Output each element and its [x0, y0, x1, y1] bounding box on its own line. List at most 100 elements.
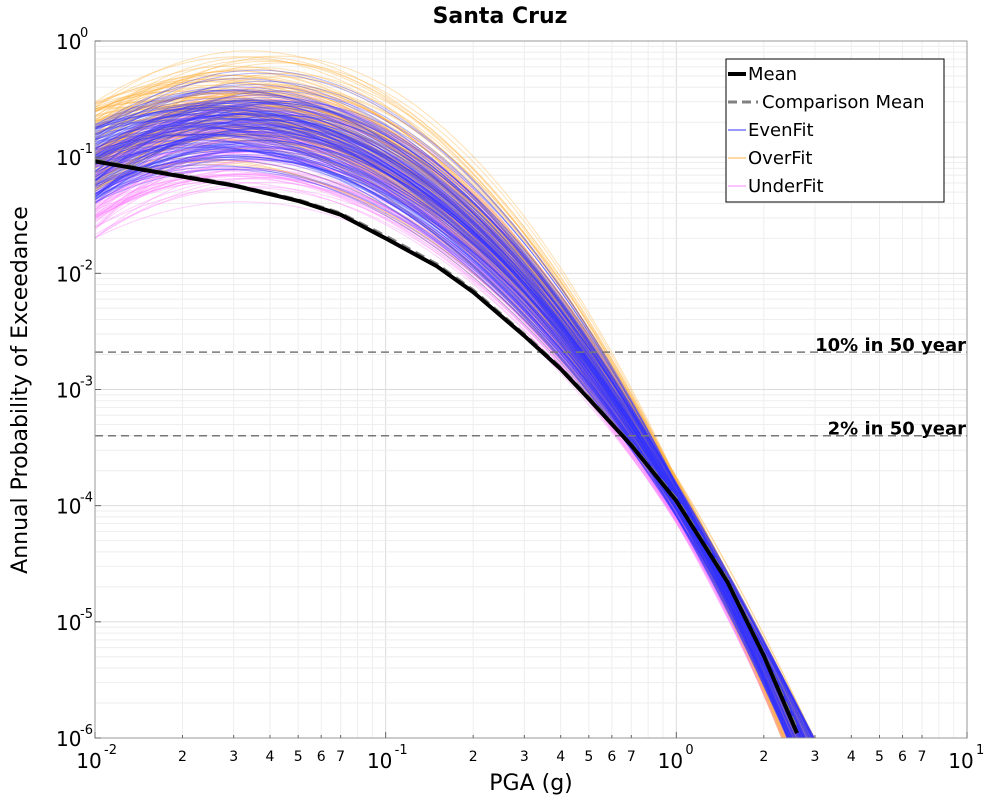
branch-curve-overfit: [95, 104, 804, 738]
branch-curve-evenfit: [95, 110, 796, 738]
branch-curve-evenfit: [95, 134, 815, 738]
branch-curve-evenfit: [95, 125, 807, 738]
branch-curve-overfit: [95, 93, 797, 738]
branch-curve-evenfit: [95, 130, 792, 738]
branch-curve-underfit: [95, 148, 793, 738]
branch-curve-overfit: [95, 101, 801, 738]
branch-curve-overfit: [95, 101, 803, 738]
branch-curve-evenfit: [95, 107, 810, 738]
branch-curve-underfit: [95, 160, 799, 738]
branch-curve-underfit: [95, 109, 790, 738]
branch-curve-overfit: [95, 76, 786, 738]
branch-curve-overfit: [95, 129, 815, 738]
branch-curve-overfit: [95, 100, 801, 738]
branch-curve-evenfit: [95, 115, 811, 738]
branch-curve-evenfit: [95, 110, 790, 738]
branch-curve-evenfit: [95, 150, 805, 738]
branch-curve-evenfit: [95, 89, 804, 738]
branch-curve-evenfit: [95, 144, 814, 738]
legend-label: OverFit: [748, 148, 812, 169]
y-tick-exponent: -6: [80, 723, 93, 738]
branch-curve-underfit: [95, 127, 795, 738]
branch-curve-underfit: [95, 163, 789, 738]
branch-curve-overfit: [95, 92, 792, 738]
branch-curve-evenfit: [95, 72, 791, 738]
branch-curve-underfit: [95, 135, 800, 738]
branch-curve-underfit: [95, 131, 794, 738]
x-minor-tick-label: 7: [918, 749, 927, 765]
branch-curve-evenfit: [95, 125, 814, 738]
branch-curve-evenfit: [95, 158, 811, 738]
branch-curve-evenfit: [95, 131, 798, 738]
branch-curve-evenfit: [95, 114, 791, 738]
x-minor-tick-label: 2: [759, 749, 768, 765]
branch-curve-evenfit: [95, 112, 796, 738]
branch-curve-evenfit: [95, 114, 806, 738]
branch-curve-overfit: [95, 163, 811, 738]
branch-curve-underfit: [95, 159, 788, 738]
branch-curve-evenfit: [95, 154, 815, 738]
branch-curve-evenfit: [95, 119, 805, 738]
branch-curve-underfit: [95, 125, 801, 738]
branch-curve-underfit: [95, 159, 794, 738]
branch-curve-evenfit: [95, 117, 805, 738]
branch-curve-underfit: [95, 181, 805, 738]
x-minor-tick-label: 4: [556, 749, 565, 765]
branch-curve-evenfit: [95, 117, 796, 738]
branch-curve-overfit: [95, 138, 805, 738]
branch-curve-overfit: [95, 99, 784, 738]
branch-curve-overfit: [95, 91, 792, 738]
reference-line-label: 10% in 50 year: [815, 335, 966, 356]
branch-curve-overfit: [95, 105, 803, 738]
branch-curve-overfit: [95, 87, 794, 738]
branch-curve-evenfit: [95, 158, 813, 738]
branch-curve-overfit: [95, 112, 815, 738]
branch-curve-underfit: [95, 129, 795, 738]
branch-curve-overfit: [95, 105, 793, 738]
branch-curve-evenfit: [95, 110, 802, 738]
branch-curve-evenfit: [95, 129, 793, 738]
branch-curve-overfit: [95, 92, 811, 738]
y-tick-exponent: -2: [80, 258, 93, 273]
branch-curve-overfit: [95, 62, 785, 738]
branch-curve-overfit: [95, 126, 813, 738]
branch-curve-overfit: [95, 83, 784, 738]
x-minor-tick-label: 4: [847, 749, 856, 765]
branch-curve-evenfit: [95, 124, 813, 738]
branch-curve-evenfit: [95, 105, 791, 738]
branch-curve-overfit: [95, 133, 793, 738]
branch-curve-overfit: [95, 82, 796, 738]
branch-curve-evenfit: [95, 99, 789, 738]
branch-curve-evenfit: [95, 80, 791, 738]
branch-curve-overfit: [95, 148, 812, 738]
branch-curve-underfit: [95, 140, 795, 738]
branch-curve-evenfit: [95, 101, 789, 738]
branch-curve-overfit: [95, 122, 797, 738]
branch-curve-evenfit: [95, 150, 814, 738]
branch-curve-evenfit: [95, 144, 803, 738]
branch-curve-overfit: [95, 96, 792, 738]
x-tick-label: 10: [367, 749, 392, 773]
branch-curve-overfit: [95, 93, 787, 738]
branch-curves: [95, 50, 816, 738]
branch-curve-overfit: [95, 105, 804, 738]
branch-curve-overfit: [95, 132, 805, 738]
branch-curve-overfit: [95, 107, 810, 738]
branch-curve-evenfit: [95, 89, 789, 738]
x-tick-exponent: -2: [104, 743, 117, 758]
branch-curve-evenfit: [95, 141, 815, 738]
branch-curve-underfit: [95, 129, 786, 738]
branch-curve-overfit: [95, 72, 786, 738]
branch-curve-overfit: [95, 92, 808, 738]
branch-curve-underfit: [95, 201, 807, 738]
branch-curve-evenfit: [95, 107, 790, 738]
branch-curve-evenfit: [95, 164, 810, 738]
branch-curve-overfit: [95, 132, 811, 738]
branch-curve-overfit: [95, 113, 807, 738]
branch-curve-evenfit: [95, 148, 809, 738]
y-tick-exponent: 0: [80, 26, 88, 41]
x-minor-tick-label: 2: [178, 749, 187, 765]
branch-curve-evenfit: [95, 118, 796, 738]
legend: Mean Comparison Mean EvenFit OverFit UnderFi…: [725, 58, 945, 203]
